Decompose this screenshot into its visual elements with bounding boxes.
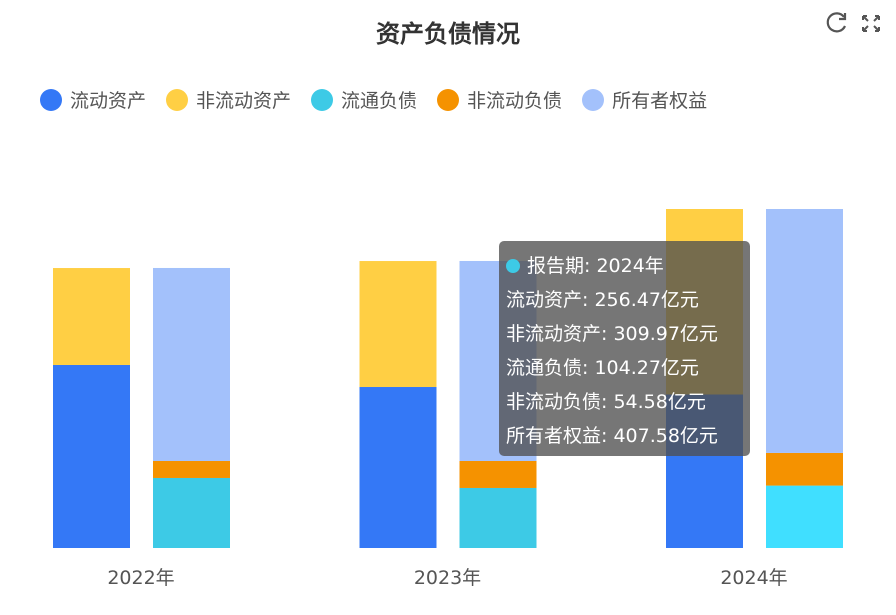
- tooltip-line: 流动资产: 256.47亿元: [506, 289, 699, 311]
- legend-item[interactable]: 流通负债: [311, 86, 417, 113]
- tooltip-line: 流通负债: 104.27亿元: [506, 357, 699, 379]
- x-tick-label: 2024年: [720, 567, 787, 589]
- fullscreen-icon[interactable]: [860, 10, 882, 36]
- refresh-icon[interactable]: [824, 10, 850, 36]
- x-tick-label: 2023年: [414, 567, 481, 589]
- bar-流动资产[interactable]: [53, 364, 130, 548]
- bar-非流动负债[interactable]: [766, 452, 843, 486]
- legend-label: 非流动负债: [467, 90, 563, 112]
- tooltip-line: 非流动资产: 309.97亿元: [506, 323, 718, 345]
- bar-流通负债[interactable]: [153, 477, 230, 548]
- bar-所有者权益[interactable]: [153, 267, 230, 461]
- bar-流通负债[interactable]: [459, 487, 537, 548]
- bar-流动资产[interactable]: [359, 387, 437, 548]
- bar-非流动资产[interactable]: [53, 268, 130, 365]
- tooltip-line: 所有者权益: 407.58亿元: [506, 425, 718, 447]
- legend-label: 流动资产: [70, 90, 147, 112]
- legend-item[interactable]: 非流动负债: [437, 86, 562, 113]
- legend-swatch: [40, 88, 62, 111]
- chart-title: 资产负债情况: [376, 20, 520, 48]
- legend-swatch: [311, 88, 334, 111]
- legend-label: 流通负债: [341, 90, 418, 112]
- tooltip: 报告期: 2024年 流动资产: 256.47亿元 非流动资产: 309.97亿…: [499, 241, 750, 456]
- bar-非流动资产[interactable]: [359, 261, 437, 388]
- legend-swatch: [437, 88, 460, 111]
- legend-item[interactable]: 非流动资产: [166, 86, 291, 113]
- tooltip-dot: [506, 259, 520, 273]
- legend-label: 所有者权益: [612, 90, 708, 112]
- x-tick-label: 2022年: [107, 567, 174, 589]
- legend-item[interactable]: 流动资产: [40, 86, 146, 113]
- legend-swatch: [166, 88, 189, 111]
- bar-流通负债[interactable]: [766, 485, 843, 548]
- bar-所有者权益[interactable]: [766, 209, 843, 453]
- legend-item[interactable]: 所有者权益: [582, 86, 707, 113]
- tooltip-header: 报告期: 2024年: [527, 255, 664, 277]
- legend: 流动资产 非流动资产 流通负债 非流动负债 所有者权益: [40, 86, 707, 113]
- bar-非流动负债[interactable]: [153, 460, 230, 478]
- bar-非流动负债[interactable]: [459, 460, 537, 488]
- legend-swatch: [582, 88, 605, 111]
- legend-label: 非流动资产: [196, 90, 292, 112]
- toolbox: [824, 10, 882, 36]
- tooltip-line: 非流动负债: 54.58亿元: [506, 391, 706, 413]
